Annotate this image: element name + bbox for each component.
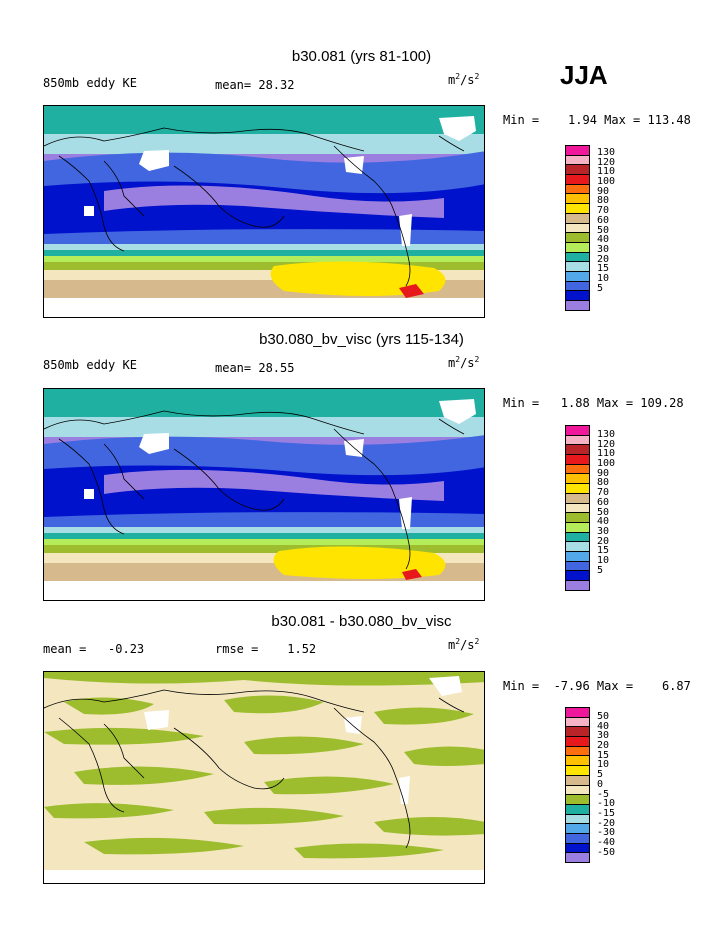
legend-label: 100 <box>597 176 616 188</box>
legend-label: 130 <box>597 429 616 440</box>
panel-2-mean-label: mean= 28.55 <box>215 361 295 375</box>
panel-1-title: b30.081 (yrs 81-100) <box>291 48 432 65</box>
legend-label: 15 <box>597 545 610 557</box>
panel-2-map <box>43 388 485 601</box>
legend-swatch <box>565 580 590 591</box>
legend-label: 30 <box>597 525 610 537</box>
units-m: m <box>448 73 456 87</box>
panel-1-field-label: 850mb eddy KE <box>43 76 137 90</box>
legend-swatch <box>565 300 590 311</box>
units-tail: /s <box>460 73 475 87</box>
legend-label: -50 <box>597 846 616 858</box>
legend-label: -5 <box>597 788 610 800</box>
legend-label: 90 <box>597 185 610 197</box>
legend-label: 80 <box>597 195 610 207</box>
legend-label: 20 <box>597 740 610 752</box>
legend-label: 120 <box>597 438 616 450</box>
legend-label: 15 <box>597 749 610 761</box>
panel-1-legend-labels: 130 120 110 100 90 80 70 60 50 40 30 20 … <box>597 148 615 293</box>
legend-label: 80 <box>597 477 610 489</box>
panel-2-title: b30.080_bv_visc (yrs 115-134) <box>259 331 464 348</box>
season-label: JJA <box>560 60 608 90</box>
panel-3-map <box>43 671 485 884</box>
legend-label: 10 <box>597 272 610 284</box>
panel-3-legend-labels: 50 40 30 20 15 10 5 0 -5 -10 -15 -20 -30… <box>597 712 615 857</box>
legend-label: 110 <box>597 166 616 178</box>
panel-3-minmax: Min = -7.96 Max = 6.87 <box>503 679 691 693</box>
panel-3-units: m2/s2 <box>448 637 479 652</box>
panel-3-rmse-label: rmse = 1.52 <box>215 642 317 656</box>
panel-2-minmax: Min = 1.88 Max = 109.28 <box>503 396 684 410</box>
legend-label: 30 <box>597 243 610 255</box>
legend-label: 70 <box>597 487 610 499</box>
units-tail: /s <box>460 356 475 370</box>
legend-label: 30 <box>597 730 610 742</box>
legend-label: 110 <box>597 448 616 460</box>
legend-label: 100 <box>597 458 616 470</box>
legend-label: 10 <box>597 759 610 771</box>
legend-label: 60 <box>597 214 610 226</box>
legend-label: 10 <box>597 554 610 566</box>
panel-2-units: m2/s2 <box>448 355 479 370</box>
units-sup2: 2 <box>474 72 480 81</box>
panel-1-units: m2/s2 <box>448 72 479 87</box>
legend-label: 50 <box>597 711 610 722</box>
units-tail: /s <box>460 638 475 652</box>
panel-2-field-label: 850mb eddy KE <box>43 358 137 372</box>
units-sup: 2 <box>455 637 461 646</box>
panel-1-minmax: Min = 1.94 Max = 113.48 <box>503 113 691 127</box>
legend-label: 70 <box>597 205 610 217</box>
legend-label: 130 <box>597 147 616 158</box>
units-m: m <box>448 356 456 370</box>
panel-1-map <box>43 105 485 318</box>
legend-label: -10 <box>597 798 616 810</box>
legend-label: 40 <box>597 720 610 732</box>
panel-3-legend-bar <box>565 707 590 863</box>
units-sup: 2 <box>455 355 461 364</box>
legend-label: 40 <box>597 234 610 246</box>
panel-3-title: b30.081 - b30.080_bv_visc <box>271 613 452 630</box>
panel-1-mean-label: mean= 28.32 <box>215 78 295 92</box>
legend-label: 5 <box>597 282 604 294</box>
legend-swatch <box>565 852 590 863</box>
panel-2-legend-bar <box>565 425 590 591</box>
legend-label: 20 <box>597 535 610 547</box>
legend-label: 120 <box>597 156 616 168</box>
legend-label: 90 <box>597 467 610 479</box>
panel-2-legend-labels: 130 120 110 100 90 80 70 60 50 40 30 20 … <box>597 430 615 575</box>
legend-label: 5 <box>597 564 604 576</box>
units-sup2: 2 <box>474 355 480 364</box>
legend-label: 20 <box>597 253 610 265</box>
panel-3-mean-label: mean = -0.23 <box>43 642 145 656</box>
panel-1-legend-bar <box>565 145 590 311</box>
legend-label: 50 <box>597 506 610 518</box>
legend-label: 40 <box>597 516 610 528</box>
units-sup2: 2 <box>474 637 480 646</box>
legend-label: -15 <box>597 807 616 819</box>
legend-label: -30 <box>597 827 616 839</box>
legend-label: 50 <box>597 224 610 236</box>
legend-label: 60 <box>597 496 610 508</box>
legend-label: 5 <box>597 769 604 781</box>
legend-label: 15 <box>597 263 610 275</box>
legend-label: 0 <box>597 778 604 790</box>
legend-label: -40 <box>597 836 616 848</box>
units-m: m <box>448 638 456 652</box>
legend-label: -20 <box>597 817 616 829</box>
units-sup: 2 <box>455 72 461 81</box>
